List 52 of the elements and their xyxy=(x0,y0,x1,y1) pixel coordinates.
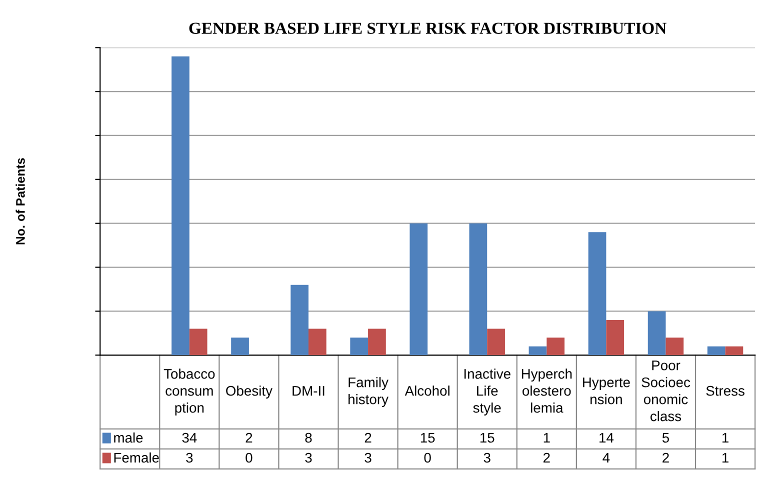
data-label: 1 xyxy=(544,432,550,443)
bar xyxy=(588,232,606,356)
bar xyxy=(368,328,386,356)
data-label: 2 xyxy=(543,452,550,463)
bar xyxy=(350,338,368,356)
text: No. of Patients xyxy=(16,158,25,244)
bar xyxy=(528,346,547,356)
x-tick-label: Hyperte nsion xyxy=(583,378,630,404)
bar xyxy=(469,223,488,356)
data-label: 2 xyxy=(246,432,252,443)
chart-title: GENDER BASED LIFE STYLE RISK FACTOR DISTRIBUTION xyxy=(189,22,666,34)
bar xyxy=(231,338,249,356)
data-label: 8 xyxy=(305,432,312,443)
data-label: 3 xyxy=(484,452,490,463)
bar xyxy=(410,223,428,356)
data-label: 0 xyxy=(246,452,252,463)
x-tick-label: Family history xyxy=(348,377,388,407)
x-tick-label: Obesity xyxy=(226,386,272,399)
data-label: 3 xyxy=(305,452,312,463)
bar xyxy=(546,338,565,356)
bar xyxy=(189,328,208,356)
x-tick-label: Inactive Life style xyxy=(464,368,510,416)
data-label: 2 xyxy=(364,432,372,443)
data-label: 4 xyxy=(602,452,610,463)
bar xyxy=(487,328,505,356)
data-label: 0 xyxy=(424,452,431,463)
data-label: 15 xyxy=(420,432,435,443)
bar xyxy=(290,284,308,356)
data-label: 14 xyxy=(600,432,614,443)
data-label: 34 xyxy=(182,432,197,443)
data-label: 1 xyxy=(722,432,728,443)
data-label: 1 xyxy=(722,452,728,463)
x-tick-label: Hyperch olestero lemia xyxy=(522,368,572,413)
bar xyxy=(606,320,624,356)
legend-label: Female xyxy=(114,452,159,463)
data-label: 5 xyxy=(662,432,670,443)
x-tick-label: Alcohol xyxy=(404,386,450,396)
bar xyxy=(666,338,684,356)
data-label: 2 xyxy=(662,452,669,463)
data-label: 3 xyxy=(186,452,193,463)
data-label: 3 xyxy=(364,452,372,463)
legend-label: male xyxy=(114,432,143,443)
bar xyxy=(308,328,326,356)
data-label: 15 xyxy=(480,432,494,443)
x-tick-label: Poor Socioec onomic class xyxy=(642,360,690,422)
x-tick-label: Tobacco consum ption xyxy=(164,368,215,416)
bar xyxy=(648,311,666,356)
x-tick-label: DM-II xyxy=(292,386,324,396)
bar xyxy=(725,346,744,356)
bar xyxy=(172,56,190,356)
bar xyxy=(707,346,726,356)
x-tick-label: Stress xyxy=(706,386,744,396)
